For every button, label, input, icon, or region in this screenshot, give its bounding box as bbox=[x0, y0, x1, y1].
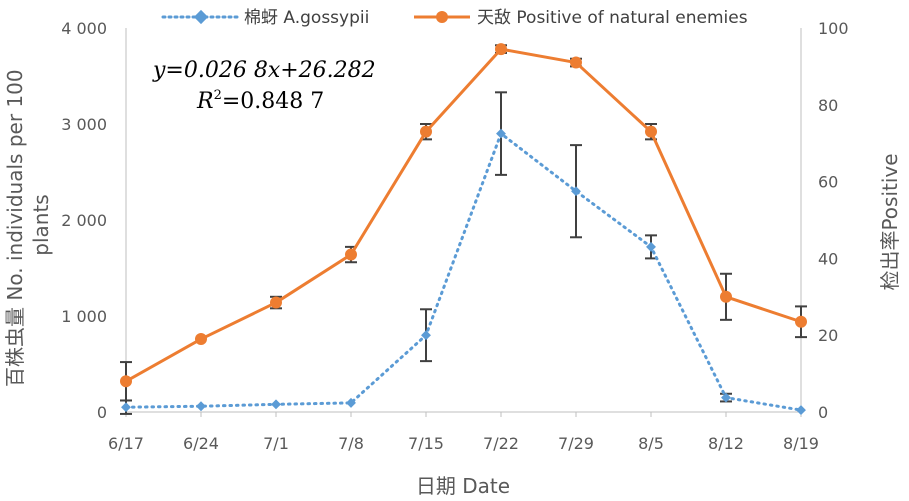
x-tick-label: 8/12 bbox=[708, 434, 744, 453]
series-0-point bbox=[646, 241, 656, 252]
legend-aphid-marker bbox=[193, 9, 209, 25]
y-left-tick-label: 4 000 bbox=[61, 19, 107, 38]
r2-superscript: 2 bbox=[214, 88, 222, 103]
y-left-tick-label: 2 000 bbox=[61, 211, 107, 230]
y-left-tick-label: 0 bbox=[97, 403, 107, 422]
y-right-tick-label: 80 bbox=[818, 96, 838, 115]
r2-label: R bbox=[196, 89, 214, 114]
y-left-axis-title-line1: 百株虫量 No. individuals per 100 bbox=[3, 69, 27, 387]
y-left-tick-label: 1 000 bbox=[61, 307, 107, 326]
y-right-tick-label: 0 bbox=[818, 403, 828, 422]
series-0-point bbox=[196, 401, 206, 412]
series-1-point bbox=[345, 248, 357, 261]
x-tick-label: 7/1 bbox=[263, 434, 289, 453]
x-tick-label: 8/5 bbox=[638, 434, 664, 453]
series-1-point bbox=[720, 290, 732, 303]
x-tick-label: 7/15 bbox=[408, 434, 444, 453]
y-right-tick-label: 20 bbox=[818, 326, 838, 345]
x-tick-label: 6/24 bbox=[183, 434, 219, 453]
series-1-point bbox=[420, 125, 432, 138]
series-1-point bbox=[195, 333, 207, 346]
x-tick-label: 8/19 bbox=[783, 434, 819, 453]
series-1-line bbox=[124, 47, 803, 383]
y-left-axis-title-line2: plants bbox=[29, 194, 53, 255]
y-left-tick-label: 3 000 bbox=[61, 115, 107, 134]
axes bbox=[125, 28, 802, 413]
y-right-tick-label: 40 bbox=[818, 249, 838, 268]
series-1-point bbox=[495, 43, 507, 56]
x-tick-label: 7/22 bbox=[483, 434, 519, 453]
series-0-point bbox=[271, 399, 281, 410]
y-left-axis-title: 百株虫量 No. individuals per 100 plants bbox=[3, 63, 53, 387]
series-1-point bbox=[570, 56, 582, 69]
x-tick-label: 7/29 bbox=[558, 434, 594, 453]
ticks: 6/17 6/24 7/1 7/8 7/15 7/22 7/29 8/5 8/12 8/19 0 1 … bbox=[61, 19, 848, 453]
series-0-point bbox=[421, 330, 431, 341]
series-0-line bbox=[124, 132, 803, 412]
series-0-point bbox=[496, 128, 506, 139]
x-axis-title: 日期 Date bbox=[416, 474, 510, 498]
series-0-point bbox=[346, 397, 356, 408]
r2-value: =0.848 7 bbox=[222, 89, 324, 114]
y-right-tick-label: 60 bbox=[818, 173, 838, 192]
series-0-point bbox=[571, 186, 581, 197]
x-tick-label: 6/17 bbox=[108, 434, 144, 453]
y-right-tick-label: 100 bbox=[818, 19, 849, 38]
series-1-point bbox=[120, 375, 132, 388]
legend-enemy-marker bbox=[436, 11, 448, 23]
series-1-point bbox=[270, 296, 282, 309]
series-1-point bbox=[795, 315, 807, 328]
legend: 棉蚜 A.gossypii 天敌 Positive of natural ene… bbox=[161, 8, 748, 28]
plot-area bbox=[120, 43, 807, 416]
legend-aphid-label: 棉蚜 A.gossypii bbox=[244, 8, 369, 28]
x-tick-label: 7/8 bbox=[338, 434, 364, 453]
legend-enemy-label: 天敌 Positive of natural enemies bbox=[477, 8, 748, 28]
regression-equation: y=0.026 8x+26.282 bbox=[152, 58, 376, 83]
series-1-point bbox=[645, 125, 657, 138]
series-0-point bbox=[796, 405, 806, 416]
regression-r2: R2=0.848 7 bbox=[196, 88, 324, 114]
y-right-axis-title: 检出率Positive bbox=[878, 153, 902, 290]
series-0-point bbox=[721, 392, 731, 403]
series-0-point bbox=[121, 402, 131, 413]
